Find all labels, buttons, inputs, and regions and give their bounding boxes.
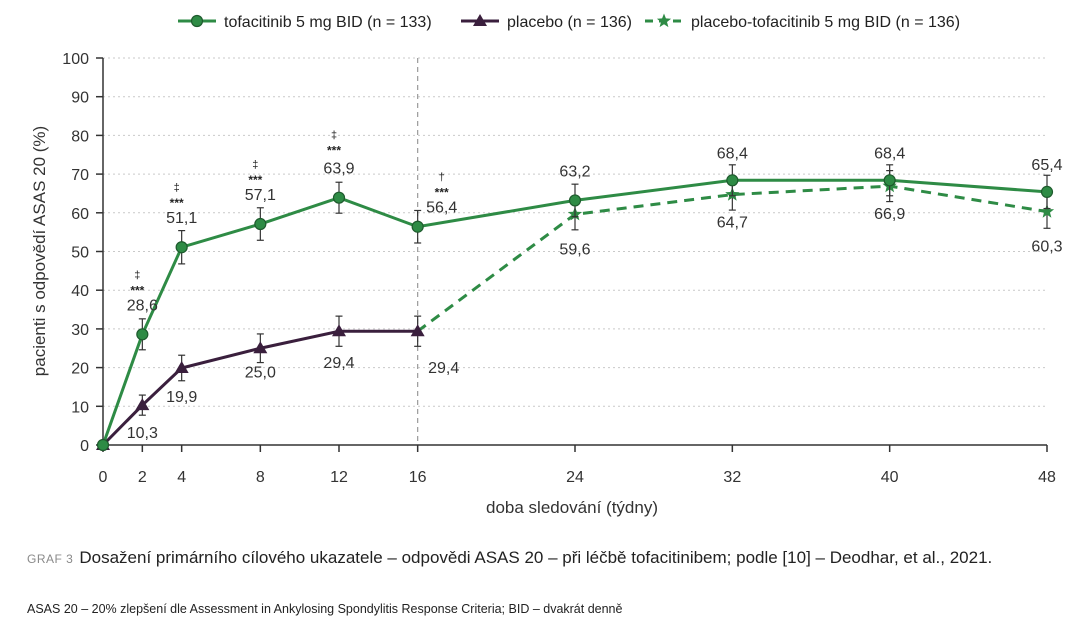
legend-marker [473,14,487,26]
y-tick-label: 20 [71,361,89,378]
y-tick-label: 90 [71,90,89,107]
y-tick-label: 40 [71,283,89,300]
significance-symbol: *** [435,186,449,200]
y-tick-label: 60 [71,206,89,223]
data-label: 63,9 [323,161,354,178]
significance-markers: ‡ *** ‡ *** ‡ *** ‡ *** † *** [130,130,449,298]
series-0 [96,164,1054,452]
data-point [332,324,346,337]
legend-label: tofacitinib 5 mg BID (n = 133) [224,14,432,31]
significance-symbol: *** [170,196,184,210]
significance-symbol: ‡ [252,159,258,171]
x-tick-label: 32 [723,469,741,486]
x-tick-label: 4 [177,469,186,486]
data-label: 68,4 [717,145,748,162]
data-point [175,241,188,254]
data-label: 10,3 [127,425,158,442]
y-tick-label: 30 [71,322,89,339]
legend-label: placebo (n = 136) [507,14,632,31]
significance-symbol: *** [327,144,341,158]
data-label: 66,9 [874,206,905,223]
x-tick-label: 0 [99,469,108,486]
x-axis-label: doba sledování (týdny) [486,498,658,517]
x-tick-label: 48 [1038,469,1056,486]
data-label: 63,2 [559,163,590,180]
data-point [332,191,346,204]
footnote: ASAS 20 – 20% zlepšení dle Assessment in… [27,602,623,616]
data-point [135,398,150,411]
data-point [136,328,149,341]
data-point [1040,185,1054,199]
data-point [883,174,896,187]
data-point [410,324,425,337]
data-label: 28,6 [127,297,158,314]
significance-symbol: ‡ [134,269,140,281]
legend: tofacitinib 5 mg BID (n = 133) placebo (n… [178,13,960,31]
x-tick-label: 40 [881,469,899,486]
legend-label: placebo-tofacitinib 5 mg BID (n = 136) [691,14,960,31]
significance-symbol: ‡ [174,182,180,194]
data-point [1039,204,1055,218]
x-tick-label: 2 [138,469,147,486]
y-tick-label: 100 [62,51,89,68]
data-label: 19,9 [166,389,197,406]
data-label: 29,4 [428,360,459,377]
data-point [253,341,268,354]
grid-lines [103,57,1047,407]
series-layer [96,164,1055,452]
data-label: 64,7 [717,215,748,232]
data-point [174,360,189,373]
y-tick-label: 70 [71,167,89,184]
data-point [254,217,267,231]
series-line [101,178,1048,446]
data-label: 25,0 [245,364,276,381]
y-tick-label: 50 [71,245,89,262]
data-label: 60,3 [1031,239,1062,256]
data-label: 51,1 [166,210,197,227]
series-line [101,329,418,447]
y-tick-label: 0 [80,438,89,455]
significance-symbol: † [439,172,445,184]
data-label: 65,4 [1031,157,1062,174]
caption-number: GRAF 3 [27,552,74,566]
x-tick-label: 24 [566,469,584,486]
y-axis-label: pacienti s odpovědí ASAS 20 (%) [30,126,49,376]
caption-text: Dosažení primárního cílového ukazatele –… [79,548,993,567]
data-point [96,438,110,452]
data-label: 57,1 [245,187,276,204]
y-tick-label: 80 [71,128,89,145]
legend-marker [190,14,204,28]
series-2 [416,170,1055,333]
significance-symbol: ‡ [331,130,337,142]
data-label: 68,4 [874,145,905,162]
significance-symbol: *** [130,283,144,297]
data-point [568,194,582,207]
legend-marker [656,13,672,28]
x-tick-label: 12 [330,469,348,486]
data-labels: 28,6 51,1 57,1 63,9 56,4 63,2 68,4 68,4 65,4 10,3… [127,145,1063,442]
series-line [416,184,1048,333]
data-point [726,174,739,187]
significance-symbol: *** [248,173,262,187]
y-tick-label: 10 [71,399,89,416]
data-label: 29,4 [323,355,354,372]
data-label: 59,6 [559,241,590,258]
x-tick-label: 16 [409,469,427,486]
data-label: 56,4 [426,200,457,217]
figure-caption: GRAF 3 Dosažení primárního cílového ukaza… [27,546,1057,571]
data-point [411,220,424,233]
x-tick-label: 8 [256,469,265,486]
